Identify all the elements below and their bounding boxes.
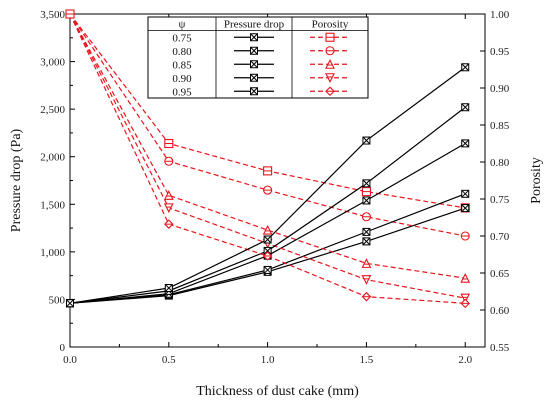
- legend-porosity-marker: [325, 73, 335, 83]
- legend-pressure-marker-detail: [250, 73, 258, 82]
- series-layer: [65, 9, 471, 309]
- legend-header: Porosity: [312, 19, 349, 31]
- x-tick-label: 1.0: [261, 354, 275, 366]
- y-left-tick-label: 2,000: [40, 152, 65, 164]
- porosity-point: [361, 258, 372, 268]
- y-left-tick-label: 2,500: [40, 104, 65, 116]
- y-right-tick-label: 0.90: [490, 83, 510, 95]
- y-right-tick-label: 1.00: [490, 9, 510, 21]
- x-axis-title: Thickness of dust cake (mm): [196, 384, 359, 399]
- y-left-tick-label: 500: [49, 294, 66, 306]
- legend-header: ψ: [179, 19, 186, 31]
- pressure-point-detail: [362, 228, 371, 236]
- porosity-point: [262, 224, 273, 235]
- legend-header: Pressure drop: [224, 19, 285, 31]
- x-tick-label: 0.5: [162, 354, 176, 366]
- pressure-point-detail: [461, 63, 470, 72]
- series-psi-0.80: [66, 13, 470, 308]
- pressure-point-detail: [263, 235, 272, 244]
- y-right-tick-label: 0.95: [490, 46, 510, 58]
- y-left-tick-label: 3,000: [40, 57, 65, 69]
- pressure-point-detail: [362, 136, 371, 145]
- pressure-point-detail: [461, 204, 470, 212]
- porosity-point: [163, 190, 174, 200]
- legend-porosity-marker: [325, 59, 335, 69]
- y-axis-right-title: Porosity: [529, 157, 544, 204]
- pressure-point-detail: [263, 247, 272, 255]
- pressure-point-detail: [362, 179, 371, 188]
- legend-pressure-marker-detail: [250, 46, 258, 55]
- legend-psi-label: 0.75: [172, 32, 192, 44]
- legend-pressure-marker-detail: [250, 60, 258, 69]
- porosity-point: [460, 272, 471, 283]
- pressure-point-detail: [263, 266, 272, 274]
- y-left-tick-label: 3,500: [40, 9, 65, 21]
- pressure-point-detail: [461, 103, 470, 112]
- legend-psi-label: 0.95: [172, 86, 192, 98]
- y-axis-left-title: Pressure drop (Pa): [9, 128, 24, 232]
- x-tick-label: 1.5: [360, 354, 374, 366]
- y-left-tick-label: 1,000: [40, 247, 65, 259]
- y-right-tick-label: 0.65: [490, 268, 510, 280]
- legend-psi-label: 0.80: [172, 46, 192, 58]
- legend-pressure-marker-detail: [250, 87, 258, 96]
- legend-psi-label: 0.90: [172, 73, 192, 85]
- pressure-point-detail: [362, 237, 371, 246]
- legend: ψ Pressure drop Porosity 0.75 0.800.85 0.900.…: [147, 16, 369, 99]
- pressure-point-detail: [461, 139, 470, 148]
- y-right-tick-label: 0.70: [490, 231, 510, 243]
- pressure-point-detail: [461, 189, 470, 198]
- y-right-tick-label: 0.80: [490, 157, 510, 169]
- legend-psi-label: 0.85: [172, 59, 192, 71]
- pressure-point-detail: [362, 196, 371, 205]
- y-left-tick-label: 0: [60, 342, 66, 354]
- y-right-tick-label: 0.55: [490, 342, 510, 354]
- porosity-point: [460, 293, 471, 304]
- porosity-line-0.85: [69, 13, 466, 279]
- y-right-tick-label: 0.60: [490, 305, 510, 317]
- y-left-tick-label: 1,500: [40, 199, 65, 211]
- porosity-point: [163, 203, 174, 214]
- pressure-point-detail: [164, 284, 173, 292]
- legend-pressure-marker-detail: [250, 33, 258, 42]
- y-right-tick-label: 0.85: [490, 120, 510, 132]
- pressure-start-point-detail: [66, 299, 74, 308]
- porosity-point: [361, 275, 372, 285]
- x-tick-label: 0.0: [63, 354, 77, 366]
- x-tick-label: 2.0: [458, 354, 472, 366]
- ticks-layer: 0.0 0.5 1.0 1.5 2.0 0 500 1,000 1,500 2,000 2,500 3…: [40, 9, 510, 366]
- y-right-tick-label: 0.75: [490, 194, 510, 206]
